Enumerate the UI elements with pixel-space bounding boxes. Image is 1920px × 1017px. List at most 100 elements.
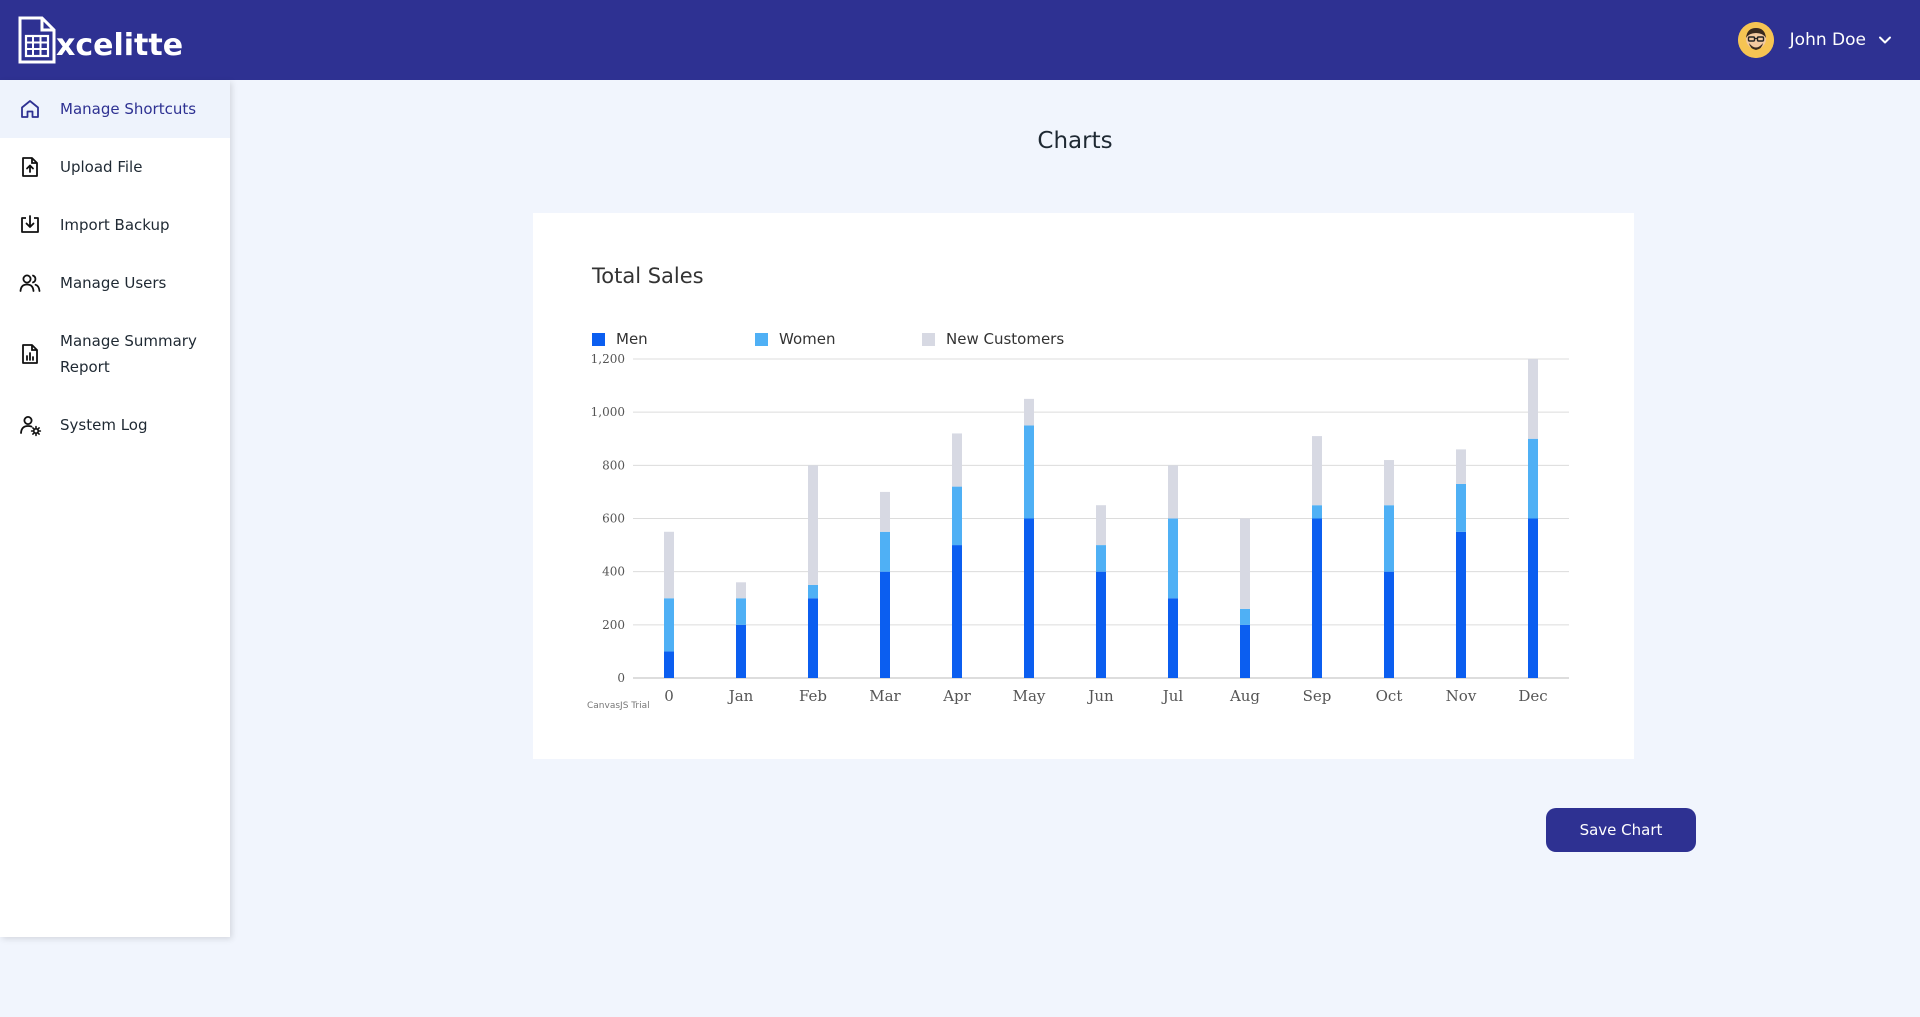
chart-card: Total Sales Men Women New Customers 0 200 40…	[533, 213, 1634, 759]
bar-segment	[736, 582, 746, 599]
x-tick-label: Jul	[1161, 687, 1184, 705]
sidebar-item-label: Manage Shortcuts	[60, 100, 197, 118]
bar-segment	[1384, 505, 1394, 572]
bar-segment	[1312, 518, 1322, 678]
bar-segment	[1240, 624, 1250, 678]
chart-grid: 0 200 400 600 800 1,000 1,200	[591, 352, 1569, 685]
bar-segment	[1456, 531, 1466, 678]
app-name: xcelitte	[56, 28, 184, 63]
bar-segment	[664, 531, 674, 599]
x-tick-label: Feb	[799, 687, 827, 705]
user-menu[interactable]: John Doe	[1737, 22, 1892, 58]
legend-label: Women	[779, 330, 835, 348]
chart-bars	[664, 359, 1538, 678]
bar-segment	[736, 598, 746, 625]
sidebar-item-label: Import Backup	[60, 216, 170, 234]
sidebar-item-manage-users[interactable]: Manage Users	[0, 254, 230, 312]
bar-segment	[952, 433, 962, 487]
save-chart-button[interactable]: Save Chart	[1546, 808, 1696, 852]
import-icon	[18, 213, 42, 237]
bar-segment	[1384, 460, 1394, 506]
legend-label: New Customers	[946, 330, 1064, 348]
app-logo[interactable]: xcelitte	[16, 14, 183, 66]
chart-x-axis: 0 Jan Feb Mar Apr May Jun Jul Aug Sep Oct Nov Dec	[664, 687, 1547, 705]
bar-segment	[952, 545, 962, 678]
user-gear-icon	[18, 413, 42, 437]
avatar-icon	[1737, 22, 1774, 58]
bar-segment	[664, 598, 674, 652]
x-tick-label: Oct	[1376, 687, 1403, 705]
sidebar-item-manage-summary-report[interactable]: Manage Summary Report	[0, 312, 230, 396]
bar-segment	[880, 571, 890, 678]
bar-segment	[1528, 438, 1538, 519]
x-tick-label: Aug	[1229, 687, 1260, 705]
sidebar-item-import-backup[interactable]: Import Backup	[0, 196, 230, 254]
y-tick-label: 1,200	[591, 352, 625, 366]
sidebar-item-manage-shortcuts[interactable]: Manage Shortcuts	[0, 80, 230, 138]
legend-label: Men	[616, 330, 648, 348]
x-tick-label: Mar	[869, 687, 901, 705]
bar-segment	[1528, 518, 1538, 678]
x-tick-label: Dec	[1518, 687, 1547, 705]
y-tick-label: 800	[602, 458, 625, 472]
users-icon	[18, 271, 42, 295]
bar-segment	[1456, 483, 1466, 532]
page-title: Charts	[1037, 128, 1113, 154]
bar-segment	[1312, 505, 1322, 519]
bar-segment	[1168, 518, 1178, 599]
home-icon	[18, 97, 42, 121]
sidebar-item-system-log[interactable]: System Log	[0, 396, 230, 454]
sidebar-item-label: System Log	[60, 416, 148, 434]
y-tick-label: 200	[602, 618, 625, 632]
chart-title: Total Sales	[591, 264, 704, 288]
bar-segment	[1240, 608, 1250, 625]
bar-segment	[808, 598, 818, 678]
bar-segment	[736, 624, 746, 678]
chart-watermark: CanvasJS Trial	[587, 701, 650, 711]
legend-swatch	[755, 333, 768, 346]
bar-segment	[1024, 518, 1034, 678]
top-bar: xcelitte John Doe	[0, 0, 1920, 80]
file-upload-icon	[18, 155, 42, 179]
bar-segment	[1456, 449, 1466, 484]
legend-swatch	[922, 333, 935, 346]
bar-segment	[1168, 598, 1178, 678]
total-sales-chart: Total Sales Men Women New Customers 0 200 40…	[587, 264, 1569, 711]
bar-segment	[808, 584, 818, 599]
sidebar-item-label: Manage Summary Report	[60, 332, 197, 376]
x-tick-label: Sep	[1303, 687, 1332, 705]
bar-segment	[1096, 545, 1106, 572]
x-tick-label: Nov	[1446, 687, 1477, 705]
y-tick-label: 1,000	[591, 405, 625, 419]
bar-segment	[1024, 425, 1034, 519]
chevron-down-icon[interactable]	[1878, 33, 1892, 47]
legend-swatch	[592, 333, 605, 346]
sidebar-item-label: Upload File	[60, 158, 143, 176]
report-icon	[18, 342, 42, 366]
bar-segment	[880, 531, 890, 572]
chart-legend: Men Women New Customers	[592, 330, 1064, 348]
y-tick-label: 400	[602, 565, 625, 579]
y-tick-label: 600	[602, 512, 625, 526]
x-tick-label: 0	[664, 687, 674, 705]
y-tick-label: 0	[617, 671, 625, 685]
bar-segment	[1384, 571, 1394, 678]
bar-segment	[952, 486, 962, 546]
bar-segment	[1240, 518, 1250, 609]
bar-segment	[1096, 571, 1106, 678]
sidebar-item-label: Manage Users	[60, 274, 167, 292]
user-name: John Doe	[1789, 30, 1866, 50]
spreadsheet-document-icon	[18, 16, 56, 64]
bar-segment	[1528, 359, 1538, 439]
x-tick-label: Jan	[727, 687, 754, 705]
bar-segment	[1312, 436, 1322, 506]
bar-segment	[1096, 505, 1106, 546]
page-title-wrapper: Charts	[0, 128, 1920, 154]
bar-segment	[664, 651, 674, 678]
x-tick-label: Apr	[942, 687, 971, 705]
sidebar-item-upload-file[interactable]: Upload File	[0, 138, 230, 196]
sidebar: Manage Shortcuts Upload File Import Back…	[0, 80, 230, 937]
bar-segment	[1024, 398, 1034, 426]
x-tick-label: May	[1013, 687, 1046, 705]
x-tick-label: Jun	[1086, 687, 1114, 705]
